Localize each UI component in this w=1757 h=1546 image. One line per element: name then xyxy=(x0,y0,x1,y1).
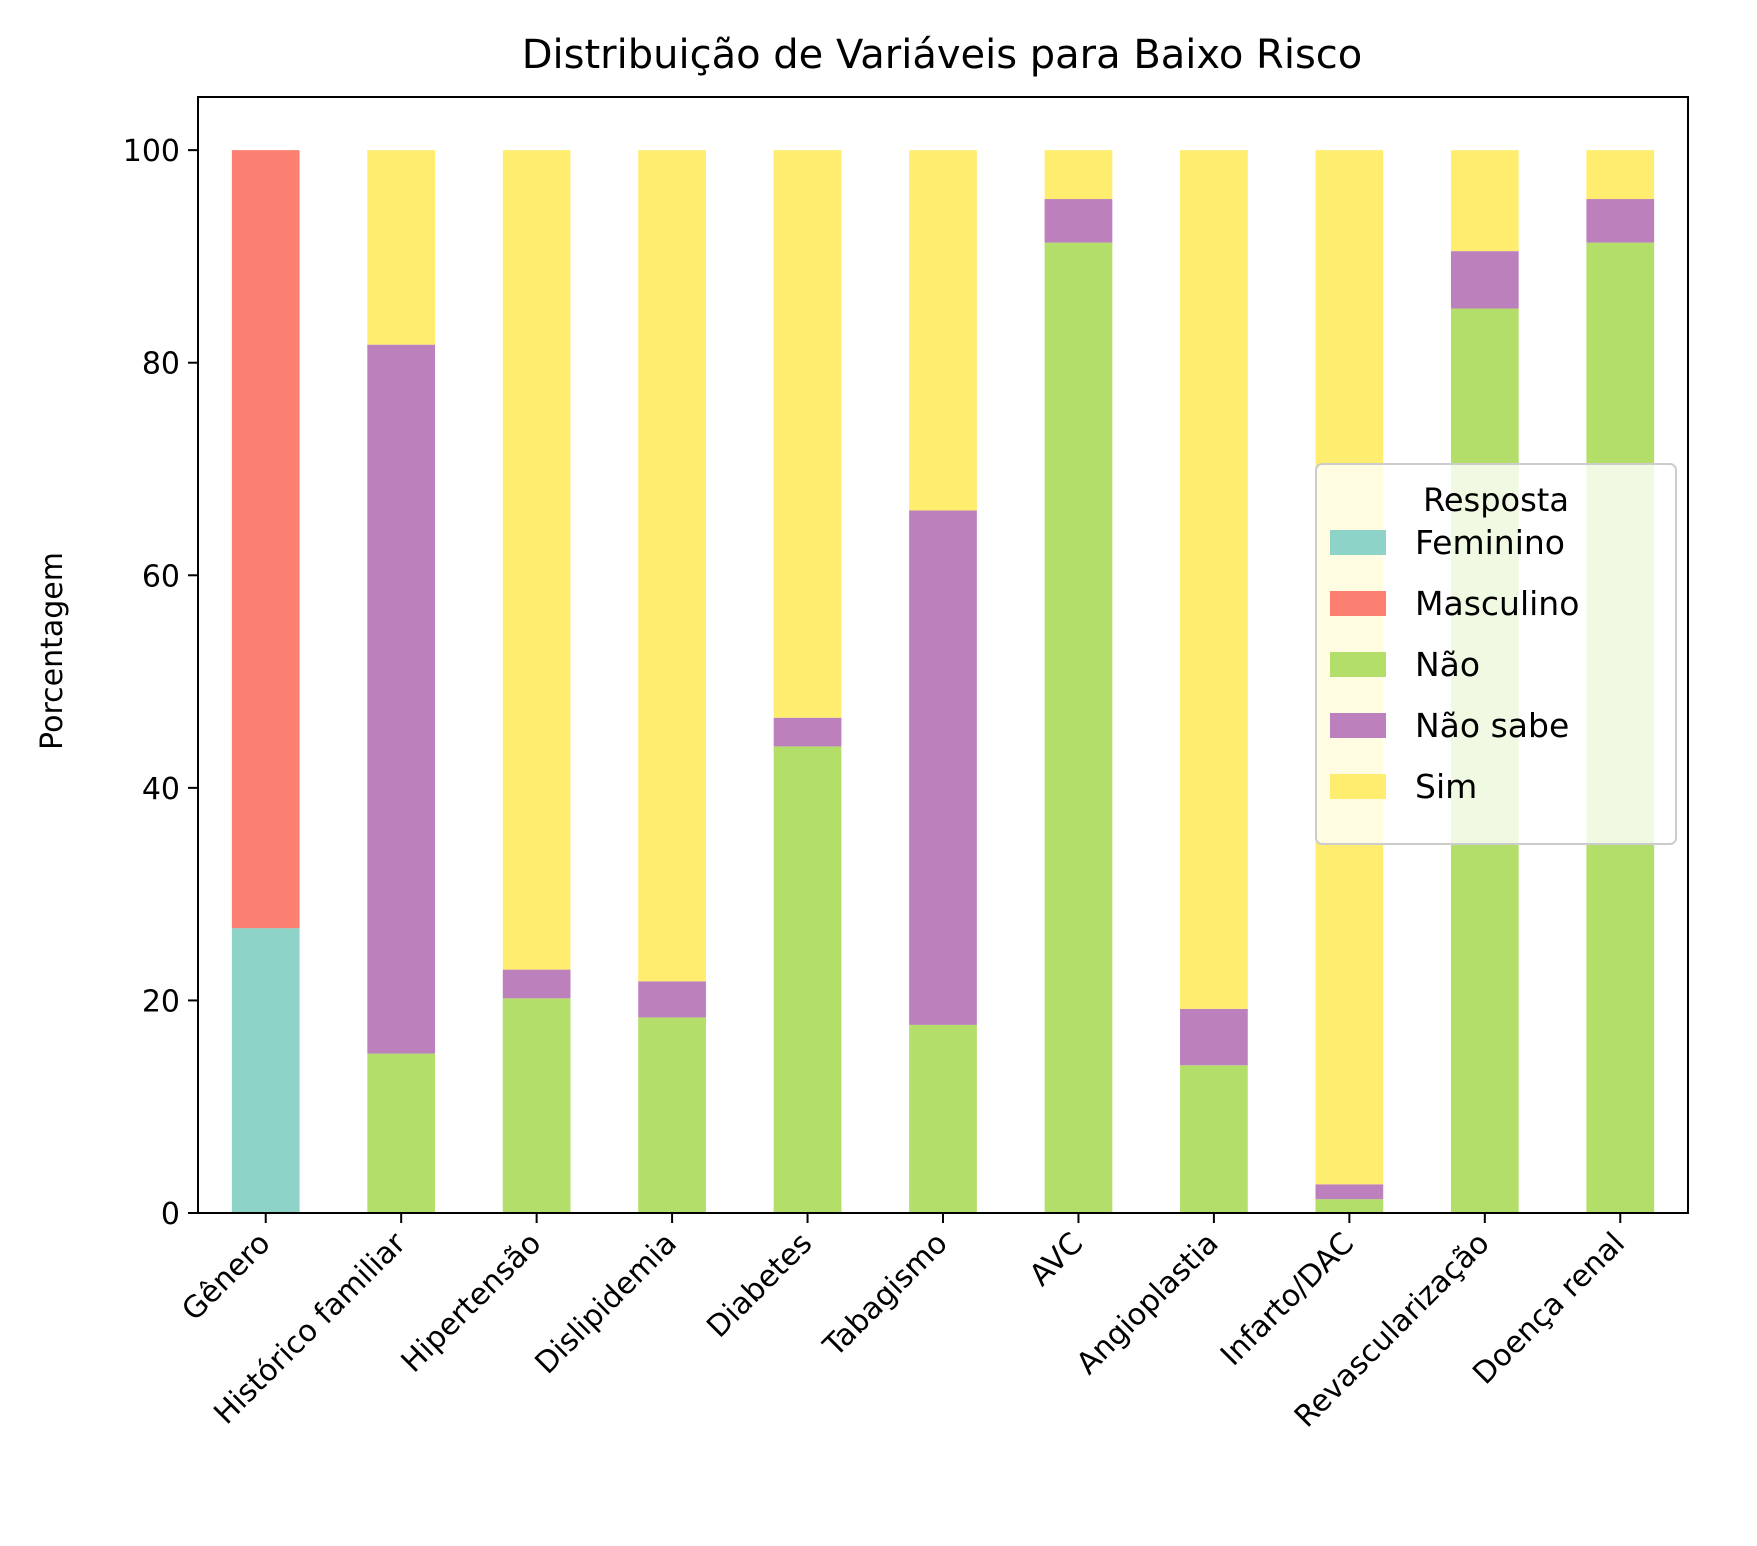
legend-label-sim: Sim xyxy=(1415,767,1477,806)
bar-tabagismo-nao-sabe xyxy=(909,510,977,1025)
x-tick-label-diabetes: Diabetes xyxy=(700,1226,819,1345)
bar-hipertensao-nao xyxy=(502,998,571,1213)
legend-title: Resposta xyxy=(1423,481,1569,519)
bar-avc-nao xyxy=(1044,242,1113,1213)
x-tick-label-hipertensao: Hipertensão xyxy=(395,1226,549,1380)
legend-swatch-masculino xyxy=(1330,591,1386,616)
y-tick-label: 100 xyxy=(123,134,180,169)
bar-revascularizacao-nao-sabe xyxy=(1450,251,1519,309)
bar-hipertensao-sim xyxy=(502,150,571,970)
legend-box xyxy=(1315,463,1677,845)
legend-label-nao-sabe: Não sabe xyxy=(1415,706,1569,745)
y-axis-label: Porcentagem xyxy=(35,552,70,750)
x-tick-label-angioplastia: Angioplastia xyxy=(1070,1226,1226,1382)
legend-swatch-nao-sabe xyxy=(1330,713,1386,738)
bar-tabagismo-nao xyxy=(909,1024,977,1213)
x-tick-label-infarto-dac: Infarto/DAC xyxy=(1214,1226,1361,1373)
bar-hipertensao-nao-sabe xyxy=(502,969,571,999)
y-tick-label: 40 xyxy=(142,772,180,807)
bar-tabagismo-sim xyxy=(909,150,977,511)
y-tick-label: 0 xyxy=(161,1197,180,1232)
y-axis: 0 20 40 60 80 100 xyxy=(123,134,198,1232)
legend-swatch-nao xyxy=(1330,652,1386,677)
bar-angioplastia-nao-sabe xyxy=(1180,1008,1248,1066)
bar-diabetes-nao xyxy=(773,746,842,1213)
x-tick-label-dislipidemia: Dislipidemia xyxy=(528,1226,683,1381)
bar-infarto-dac-nao xyxy=(1315,1199,1384,1213)
y-tick-label: 80 xyxy=(142,347,180,382)
x-tick-label-tabagismo: Tabagismo xyxy=(816,1226,954,1364)
bar-revascularizacao-sim xyxy=(1450,150,1519,252)
x-tick-label-genero: Gênero xyxy=(175,1226,277,1328)
bar-diabetes-sim xyxy=(773,150,842,718)
bar-historico-familiar-nao-sabe xyxy=(367,344,436,1054)
legend-swatch-feminino xyxy=(1330,530,1386,555)
bar-diabetes-nao-sabe xyxy=(773,717,842,747)
legend-items: Feminino Masculino Não Não sabe Sim xyxy=(1330,523,1579,806)
legend-label-nao: Não xyxy=(1415,645,1480,684)
bar-infarto-dac-nao-sabe xyxy=(1315,1184,1384,1200)
bar-avc-sim xyxy=(1044,150,1113,200)
legend-label-feminino: Feminino xyxy=(1415,523,1565,562)
bar-historico-familiar-sim xyxy=(367,150,436,345)
bar-avc-nao-sabe xyxy=(1044,199,1113,243)
bar-genero-masculino xyxy=(231,150,300,929)
bar-genero-feminino xyxy=(231,928,300,1213)
chart-title: Distribuição de Variáveis para Baixo Ris… xyxy=(522,32,1363,78)
bar-dislipidemia-sim xyxy=(638,150,706,982)
y-tick-label: 20 xyxy=(142,984,180,1019)
bar-angioplastia-sim xyxy=(1180,150,1248,1009)
legend-label-masculino: Masculino xyxy=(1415,584,1579,623)
plot-frame xyxy=(197,96,1689,1214)
legend-swatch-sim xyxy=(1330,774,1386,799)
bar-dislipidemia-nao xyxy=(638,1017,706,1213)
bar-angioplastia-nao xyxy=(1180,1065,1248,1213)
bar-historico-familiar-nao xyxy=(367,1053,436,1213)
legend: Resposta Feminino Masculino Não Não sabe Sim xyxy=(1315,463,1677,845)
y-tick-label: 60 xyxy=(142,559,180,594)
bar-doenca-renal-sim xyxy=(1586,150,1655,200)
bar-doenca-renal-nao-sabe xyxy=(1586,199,1655,243)
x-tick-label-avc: AVC xyxy=(1023,1226,1090,1293)
bar-dislipidemia-nao-sabe xyxy=(638,981,706,1018)
